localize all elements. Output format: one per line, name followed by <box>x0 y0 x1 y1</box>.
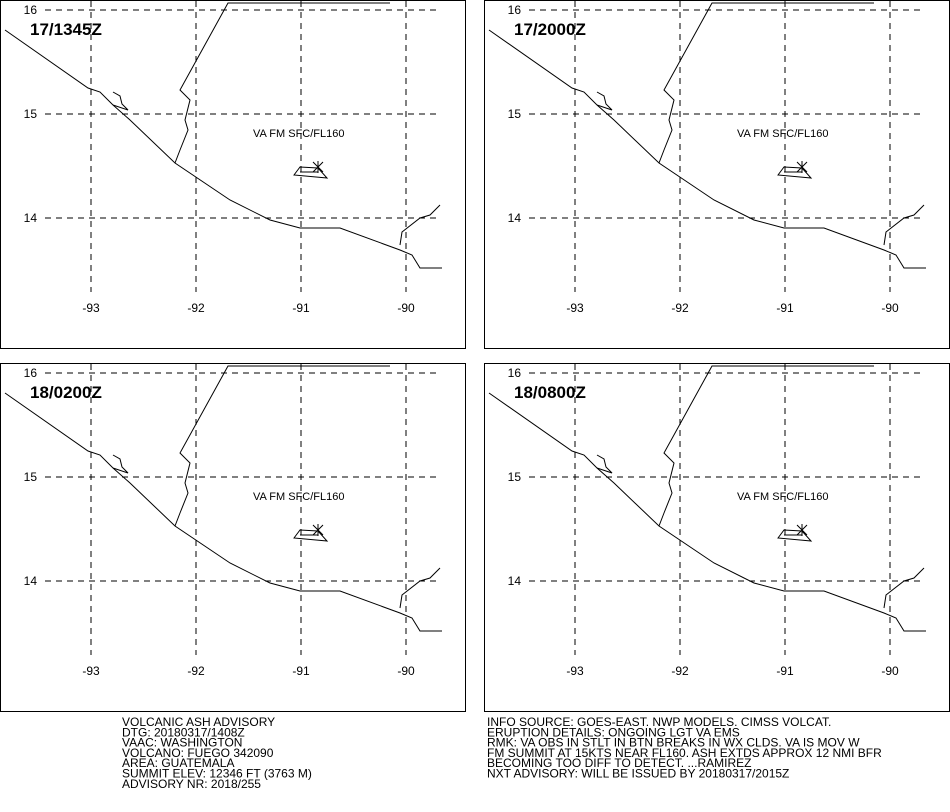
advisory-line: VOLCANIC ASH ADVISORY <box>122 715 275 729</box>
advisory-line: BECOMING TOO DIFF TO DETECT. ...RAMIREZ <box>487 756 751 770</box>
lon-tick-label: -92 <box>671 664 689 678</box>
lat-tick-label: 14 <box>508 574 522 588</box>
lon-tick-label: -91 <box>776 301 794 315</box>
lon-tick-label: -90 <box>881 301 899 315</box>
advisory-line: DTG: 20180317/1408Z <box>122 725 245 739</box>
lat-tick-label: 14 <box>24 211 38 225</box>
advisory-line: ERUPTION DETAILS: ONGOING LGT VA EMS <box>487 725 740 739</box>
ash-label: VA FM SFC/FL160 <box>737 491 829 503</box>
lat-tick-label: 15 <box>508 107 522 121</box>
map-panel: 16 15 14 -93 -92 -91 -90 VA FM SFC/FL160 18/0200… <box>0 363 466 712</box>
advisory-line: FM SUMMIT AT 15KTS NEAR FL160. ASH EXTDS… <box>487 746 882 760</box>
advisory-line: ADVISORY NR: 2018/255 <box>122 777 261 791</box>
panel-frame <box>484 363 950 712</box>
border <box>174 2 390 164</box>
lat-tick-label: 14 <box>508 211 522 225</box>
advisory-line: NXT ADVISORY: WILL BE ISSUED BY 20180317… <box>487 767 789 781</box>
coastline-detail <box>596 91 925 246</box>
lon-tick-label: -90 <box>397 664 415 678</box>
ash-area <box>293 529 329 542</box>
panel-frame <box>0 363 466 712</box>
panel-frame <box>484 0 950 349</box>
coastline-detail <box>112 91 441 246</box>
lon-tick-label: -93 <box>82 664 100 678</box>
ash-area <box>777 166 813 179</box>
lon-tick-label: -91 <box>292 301 310 315</box>
lon-tick-label: -93 <box>82 301 100 315</box>
valid-time: 17/2000Z <box>514 20 586 39</box>
ash-label: VA FM SFC/FL160 <box>253 128 345 140</box>
lon-tick-label: -93 <box>566 664 584 678</box>
coastline <box>488 29 926 269</box>
advisory-line: SUMMIT ELEV: 12346 FT (3763 M) <box>122 767 312 781</box>
ash-label: VA FM SFC/FL160 <box>253 491 345 503</box>
lat-tick-label: 15 <box>508 470 522 484</box>
volcano-marker <box>312 161 324 173</box>
border <box>658 365 874 527</box>
coastline-detail <box>112 454 441 609</box>
lat-tick-label: 15 <box>24 107 38 121</box>
lon-tick-label: -91 <box>776 664 794 678</box>
ash-area <box>293 166 329 179</box>
advisory-line: RMK: VA OBS IN STLT IN BTN BREAKS IN WX … <box>487 736 860 750</box>
lon-tick-label: -92 <box>671 301 689 315</box>
lon-tick-label: -92 <box>187 664 205 678</box>
lat-tick-label: 16 <box>24 3 38 17</box>
map-panel: 16 15 14 -93 -92 -91 -90 VA FM SFC/FL160 17/1345… <box>0 0 466 349</box>
border <box>174 365 390 527</box>
coastline-detail <box>596 454 925 609</box>
lon-tick-label: -93 <box>566 301 584 315</box>
border <box>658 2 874 164</box>
lat-tick-label: 16 <box>508 3 522 17</box>
lat-tick-label: 14 <box>24 574 38 588</box>
lat-tick-label: 16 <box>508 366 522 380</box>
volcano-marker <box>796 161 808 173</box>
ash-area <box>777 529 813 542</box>
map-panel: 16 15 14 -93 -92 -91 -90 VA FM SFC/FL160 17/2000… <box>484 0 950 349</box>
lat-tick-label: 15 <box>24 470 38 484</box>
coastline <box>488 392 926 632</box>
advisory-line: INFO SOURCE: GOES-EAST. NWP MODELS. CIMS… <box>487 715 831 729</box>
advisory-line: VOLCANO: FUEGO 342090 <box>122 746 274 760</box>
coastline <box>4 392 442 632</box>
valid-time: 18/0200Z <box>30 383 102 402</box>
ash-label: VA FM SFC/FL160 <box>737 128 829 140</box>
coastline <box>4 29 442 269</box>
valid-time: 17/1345Z <box>30 20 102 39</box>
panel-frame <box>0 0 466 349</box>
map-panel: 16 15 14 -93 -92 -91 -90 VA FM SFC/FL160 18/0800… <box>484 363 950 712</box>
lon-tick-label: -90 <box>881 664 899 678</box>
volcano-marker <box>312 524 324 536</box>
valid-time: 18/0800Z <box>514 383 586 402</box>
lon-tick-label: -92 <box>187 301 205 315</box>
volcano-marker <box>796 524 808 536</box>
lon-tick-label: -90 <box>397 301 415 315</box>
lon-tick-label: -91 <box>292 664 310 678</box>
advisory-line: VAAC: WASHINGTON <box>122 736 242 750</box>
advisory-line: AREA: GUATEMALA <box>122 756 234 770</box>
lat-tick-label: 16 <box>24 366 38 380</box>
